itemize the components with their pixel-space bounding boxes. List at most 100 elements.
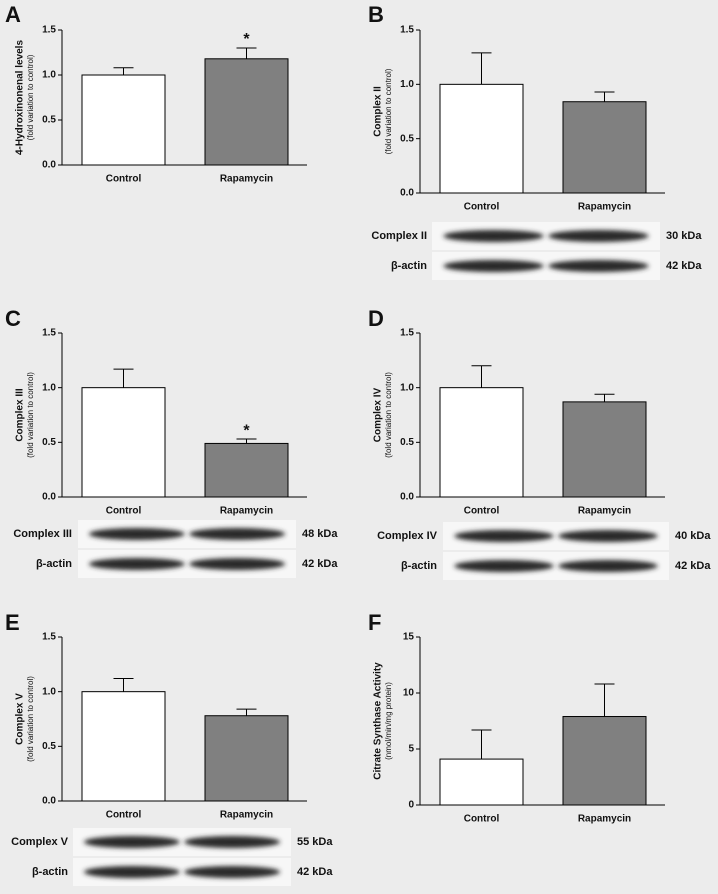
panel-letter: A (5, 2, 21, 27)
blot-band (189, 528, 286, 540)
bar (439, 83, 524, 194)
y-axis-subtitle: (fold variation to control) (26, 54, 35, 140)
blot-band (558, 560, 658, 572)
y-tick-label: 0.5 (42, 437, 56, 448)
y-tick-label: 1.5 (42, 25, 56, 36)
x-tick-label: Control (464, 814, 500, 825)
bar (204, 58, 289, 166)
y-tick-label: 0.0 (42, 492, 56, 503)
bar (81, 691, 166, 802)
y-axis-title: Complex V (15, 693, 26, 745)
blot-band (184, 866, 281, 878)
bar (81, 387, 166, 498)
blot-band (443, 260, 544, 272)
blot-band (548, 230, 649, 242)
panel-letter: C (5, 306, 21, 331)
x-tick-label: Control (106, 174, 142, 185)
y-axis-title: Complex IV (373, 387, 384, 442)
blot-band (88, 558, 185, 570)
panel-letter: F (368, 610, 381, 635)
blot-size: 48 kDa (302, 528, 338, 540)
y-tick-label: 0.0 (42, 160, 56, 171)
bar (204, 442, 289, 498)
blot-label: β-actin (391, 260, 427, 272)
blot-band (184, 836, 281, 848)
y-axis-subtitle: (fold variation to control) (384, 68, 393, 154)
y-axis-title: Complex II (373, 86, 384, 137)
blot-size: 40 kDa (675, 530, 711, 542)
blot-band (548, 260, 649, 272)
y-axis-title: Complex III (15, 388, 26, 442)
y-tick-label: 5 (408, 744, 414, 755)
y-tick-label: 1.0 (42, 686, 56, 697)
x-tick-label: Rapamycin (220, 506, 273, 517)
y-axis-title: Citrate Synthase Activity (373, 662, 384, 780)
blot-label: Complex III (13, 528, 72, 540)
bar (562, 716, 647, 806)
blot-size: 42 kDa (297, 866, 333, 878)
y-tick-label: 0.5 (42, 115, 56, 126)
y-tick-label: 1.5 (42, 328, 56, 339)
panel-letter: B (368, 2, 384, 27)
x-tick-label: Control (106, 810, 142, 821)
blot-label: β-actin (401, 560, 437, 572)
y-tick-label: 1.5 (400, 25, 414, 36)
blot-band (88, 528, 185, 540)
y-tick-label: 1.0 (42, 382, 56, 393)
y-tick-label: 1.0 (400, 382, 414, 393)
y-tick-label: 1.0 (42, 70, 56, 81)
bar (562, 401, 647, 498)
y-tick-label: 1.5 (400, 328, 414, 339)
y-tick-label: 0.0 (42, 796, 56, 807)
y-tick-label: 10 (403, 688, 415, 699)
blot-band (189, 558, 286, 570)
x-tick-label: Rapamycin (578, 506, 631, 517)
y-tick-label: 0.5 (400, 437, 414, 448)
blot-size: 42 kDa (302, 558, 338, 570)
blot-band (443, 230, 544, 242)
bar (439, 387, 524, 498)
y-axis-subtitle: (fold variation to control) (26, 372, 35, 458)
y-axis-subtitle: (fold variation to control) (26, 676, 35, 762)
x-tick-label: Rapamycin (220, 810, 273, 821)
blot-size: 55 kDa (297, 836, 333, 848)
y-axis-subtitle: (fold variation to control) (384, 372, 393, 458)
x-tick-label: Control (106, 506, 142, 517)
y-tick-label: 0.5 (400, 133, 414, 144)
y-tick-label: 1.5 (42, 632, 56, 643)
bar (439, 758, 524, 806)
y-tick-label: 0.0 (400, 492, 414, 503)
blot-band (454, 530, 554, 542)
x-tick-label: Rapamycin (578, 202, 631, 213)
y-axis-subtitle: (nmol/min/mg protein) (384, 682, 393, 760)
blot-size: 42 kDa (666, 260, 702, 272)
blot-size: 42 kDa (675, 560, 711, 572)
panel-letter: D (368, 306, 384, 331)
y-tick-label: 15 (403, 632, 415, 643)
blot-band (558, 530, 658, 542)
blot-band (83, 836, 180, 848)
blot-label: β-actin (32, 866, 68, 878)
blot-band (83, 866, 180, 878)
blot-label: Complex IV (377, 530, 438, 542)
bar (562, 101, 647, 194)
y-axis-title: 4-Hydroxinonenal levels (15, 40, 26, 155)
x-tick-label: Control (464, 506, 500, 517)
y-tick-label: 0.0 (400, 188, 414, 199)
blot-size: 30 kDa (666, 230, 702, 242)
bar (204, 715, 289, 802)
y-tick-label: 0 (408, 800, 414, 811)
blot-label: Complex II (371, 230, 427, 242)
y-tick-label: 1.0 (400, 79, 414, 90)
x-tick-label: Rapamycin (578, 814, 631, 825)
blot-label: β-actin (36, 558, 72, 570)
blot-label: Complex V (11, 836, 69, 848)
blot-band (454, 560, 554, 572)
bar (81, 74, 166, 166)
panel-letter: E (5, 610, 20, 635)
significance: * (243, 31, 250, 48)
significance: * (243, 422, 250, 439)
x-tick-label: Rapamycin (220, 174, 273, 185)
